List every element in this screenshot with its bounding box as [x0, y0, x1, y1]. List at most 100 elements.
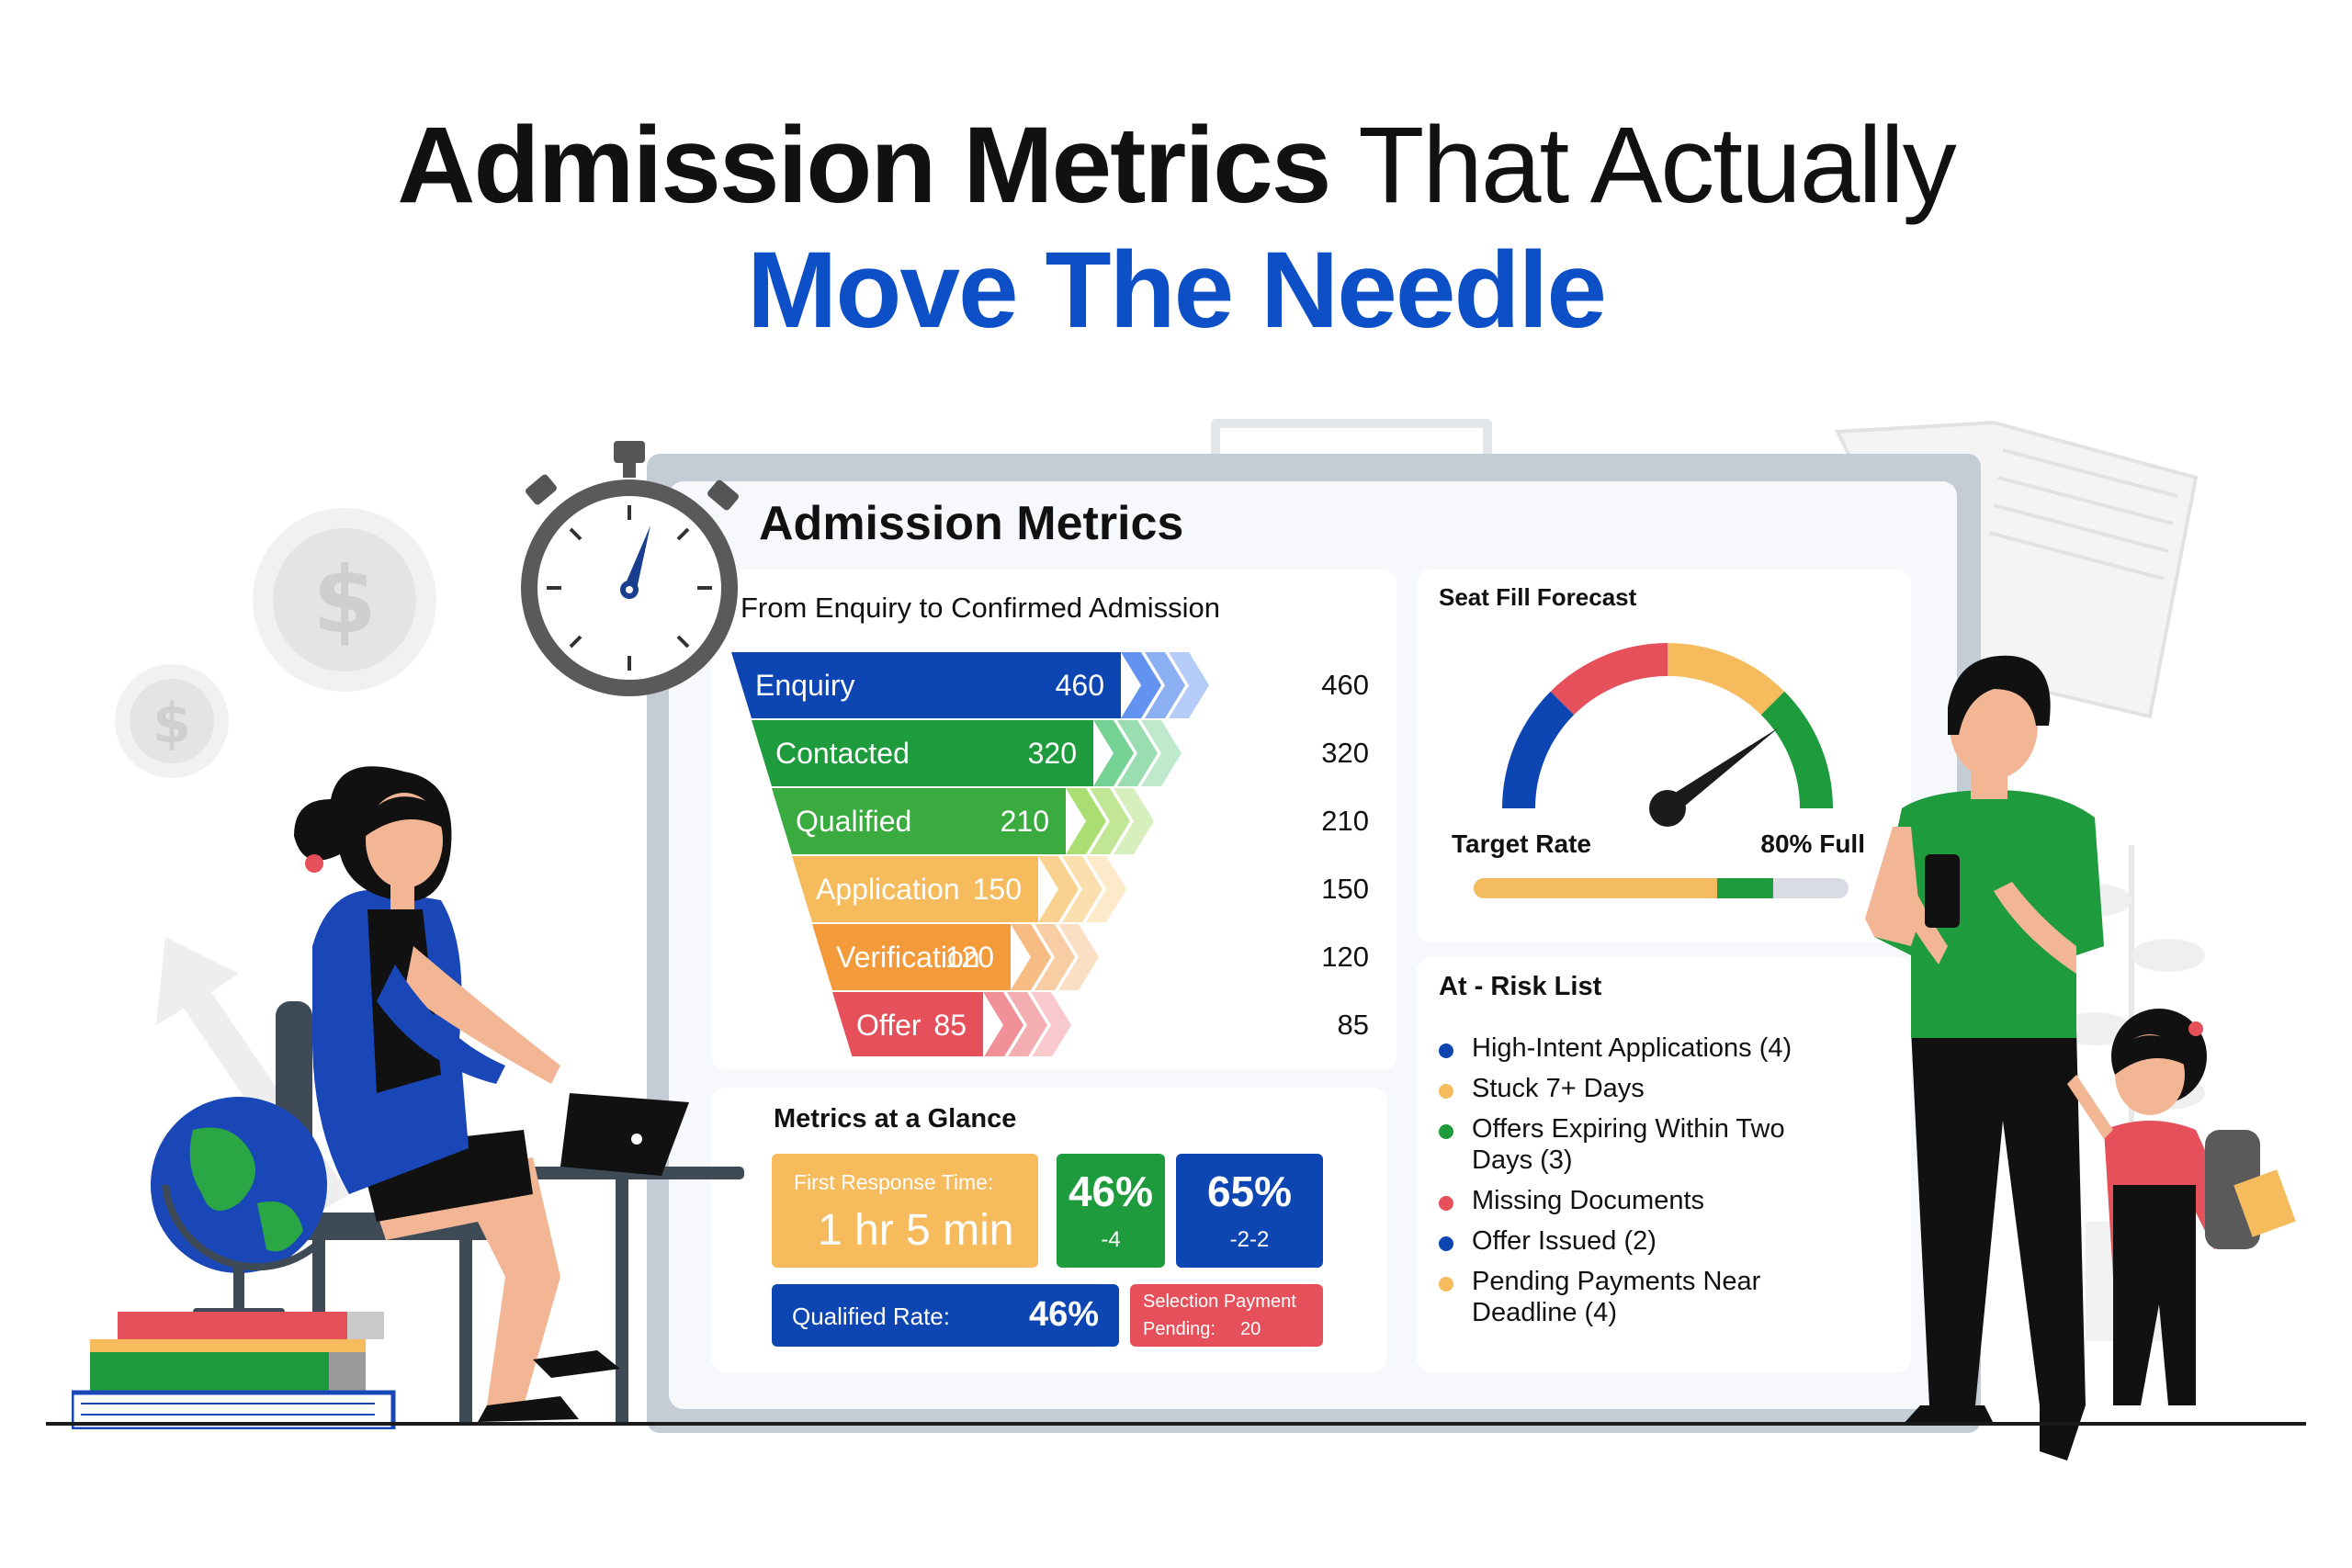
funnel-chevron	[1038, 856, 1079, 922]
funnel-side-value: 320	[1321, 737, 1369, 769]
first-response-label: First Response Time:	[794, 1170, 994, 1194]
qualified-rate-card: Qualified Rate: 46%	[772, 1284, 1119, 1347]
risk-panel	[1417, 957, 1911, 1372]
funnel-chevron	[1058, 924, 1099, 990]
risk-list-item: High-Intent Applications (4)	[1439, 1032, 1880, 1106]
funnel-chevron	[1062, 856, 1102, 922]
funnel-chevron	[1141, 720, 1182, 786]
gauge-hub	[1649, 790, 1686, 827]
fill-percent-label: 80% Full	[1760, 829, 1865, 858]
risk-item-text: Stuck 7+ Days	[1472, 1074, 1645, 1103]
headline-bold: Admission Metrics	[397, 105, 1331, 226]
funnel-bar	[832, 992, 983, 1056]
selection-pending-value: 20	[1240, 1319, 1261, 1339]
progress-target-segment	[1474, 878, 1718, 898]
funnel-stage-label: Offer	[856, 1009, 922, 1042]
coin-icon: $	[115, 664, 229, 778]
selection-payment-card: Selection Payment Pending: 20	[1130, 1284, 1323, 1347]
bullet-dot-icon	[1439, 1277, 1453, 1292]
funnel-side-value: 150	[1321, 873, 1369, 905]
qualified-rate-label: Qualified Rate:	[792, 1303, 950, 1330]
risk-list-item: Pending Payments Near Deadline (4)	[1439, 1266, 1880, 1339]
funnel-chevron	[1093, 720, 1134, 786]
bullet-dot-icon	[1439, 1043, 1453, 1058]
woman-with-laptop-illustration	[276, 766, 744, 1424]
funnel-chevron	[1090, 788, 1130, 854]
funnel-stage-value: 460	[1055, 669, 1104, 702]
selection-payment-label: Selection Payment	[1143, 1292, 1296, 1312]
metric-card-delta: -2-2	[1229, 1227, 1270, 1252]
bullet-dot-icon	[1439, 1124, 1453, 1139]
funnel-stage-label: Application	[816, 873, 960, 906]
risk-item-text: Offers Expiring Within Two Days (3)	[1472, 1114, 1785, 1175]
funnel-stage-label: Qualified	[796, 805, 912, 838]
funnel-chevron	[1066, 788, 1106, 854]
coin-icon: $	[253, 508, 436, 692]
funnel-side-value: 460	[1321, 669, 1369, 701]
gauge-segment	[1502, 691, 1575, 808]
funnel-stage-label: Verification	[836, 941, 980, 974]
funnel-bar	[752, 720, 1093, 786]
gauge-title: Seat Fill Forecast	[1439, 583, 1637, 611]
man-with-phone-illustration	[1865, 655, 2104, 1461]
bullet-dot-icon	[1439, 1196, 1453, 1211]
first-response-value: 1 hr 5 min	[818, 1206, 1014, 1255]
stopwatch-icon	[521, 441, 739, 696]
funnel-chevron	[1035, 924, 1075, 990]
gauge-needle	[1662, 727, 1780, 817]
funnel-chevron	[1114, 788, 1154, 854]
funnel-stage-value: 320	[1027, 737, 1077, 770]
funnel-chevron	[1011, 924, 1051, 990]
funnel-subtitle: From Enquiry to Confirmed Admission	[741, 592, 1221, 624]
svg-text:$: $	[312, 547, 377, 654]
funnel-stage-value: 120	[944, 941, 994, 974]
book-stack-icon	[72, 1312, 396, 1429]
funnel-stage: Enquiry 460	[731, 652, 1121, 718]
headline-line-1: Admission Metrics That Actually	[0, 103, 2352, 228]
qualified-rate-value: 46%	[1028, 1295, 1099, 1334]
headline-line-2: Move The Needle	[747, 230, 1607, 351]
gauge-segment	[1668, 643, 1785, 716]
funnel-chevron	[1086, 856, 1126, 922]
funnel-chevron	[1145, 652, 1185, 718]
funnel-bar	[812, 924, 1011, 990]
funnel-stage-label: Enquiry	[755, 669, 855, 702]
funnel-bar	[731, 652, 1121, 718]
funnel-side-value: 85	[1337, 1009, 1369, 1041]
bullet-dot-icon	[1439, 1084, 1453, 1099]
first-response-card: First Response Time: 1 hr 5 min	[772, 1154, 1038, 1268]
risk-item-text: Offer Issued (2)	[1472, 1226, 1657, 1256]
funnel-stage-value: 210	[1000, 805, 1049, 838]
funnel-chevron	[1169, 652, 1209, 718]
risk-list-item: Offer Issued (2)	[1439, 1225, 1880, 1299]
funnel-side-value: 120	[1321, 941, 1369, 973]
progress-fill-segment	[1717, 878, 1774, 898]
risk-item-text: Missing Documents	[1472, 1186, 1705, 1215]
funnel-stage: Verification 120	[812, 924, 1011, 990]
risk-list-item: Missing Documents	[1439, 1185, 1880, 1258]
girl-with-backpack-illustration	[2067, 1009, 2296, 1405]
floor-line	[46, 1422, 2306, 1426]
funnel-side-value: 210	[1321, 805, 1369, 837]
selection-pending-label: Pending:	[1143, 1319, 1216, 1339]
funnel-bar	[772, 788, 1066, 854]
funnel-chevron	[1031, 992, 1071, 1056]
globe-icon	[151, 1097, 327, 1321]
risk-list-item: Stuck 7+ Days	[1439, 1073, 1880, 1146]
funnel-stage: Contacted 320	[752, 720, 1093, 786]
board-clip	[1211, 419, 1492, 472]
funnel-chevron	[983, 992, 1023, 1056]
funnel-stage-label: Contacted	[775, 737, 910, 770]
seat-fill-progress-bar	[1474, 878, 1849, 898]
gauge-segment	[1550, 643, 1668, 716]
funnel-stage-value: 150	[972, 873, 1022, 906]
metric-card-value: 46%	[1068, 1168, 1154, 1215]
bullet-dot-icon	[1439, 1236, 1453, 1251]
metric-card-delta: -4	[1101, 1227, 1121, 1252]
risk-title: At - Risk List	[1439, 972, 1602, 1001]
headline-light: That Actually	[1358, 105, 1957, 226]
funnel-stage: Offer 85	[832, 992, 983, 1058]
funnel-bar	[792, 856, 1038, 922]
risk-item-text: Pending Payments Near Deadline (4)	[1472, 1267, 1761, 1327]
funnel-stage: Application 150	[792, 856, 1038, 922]
